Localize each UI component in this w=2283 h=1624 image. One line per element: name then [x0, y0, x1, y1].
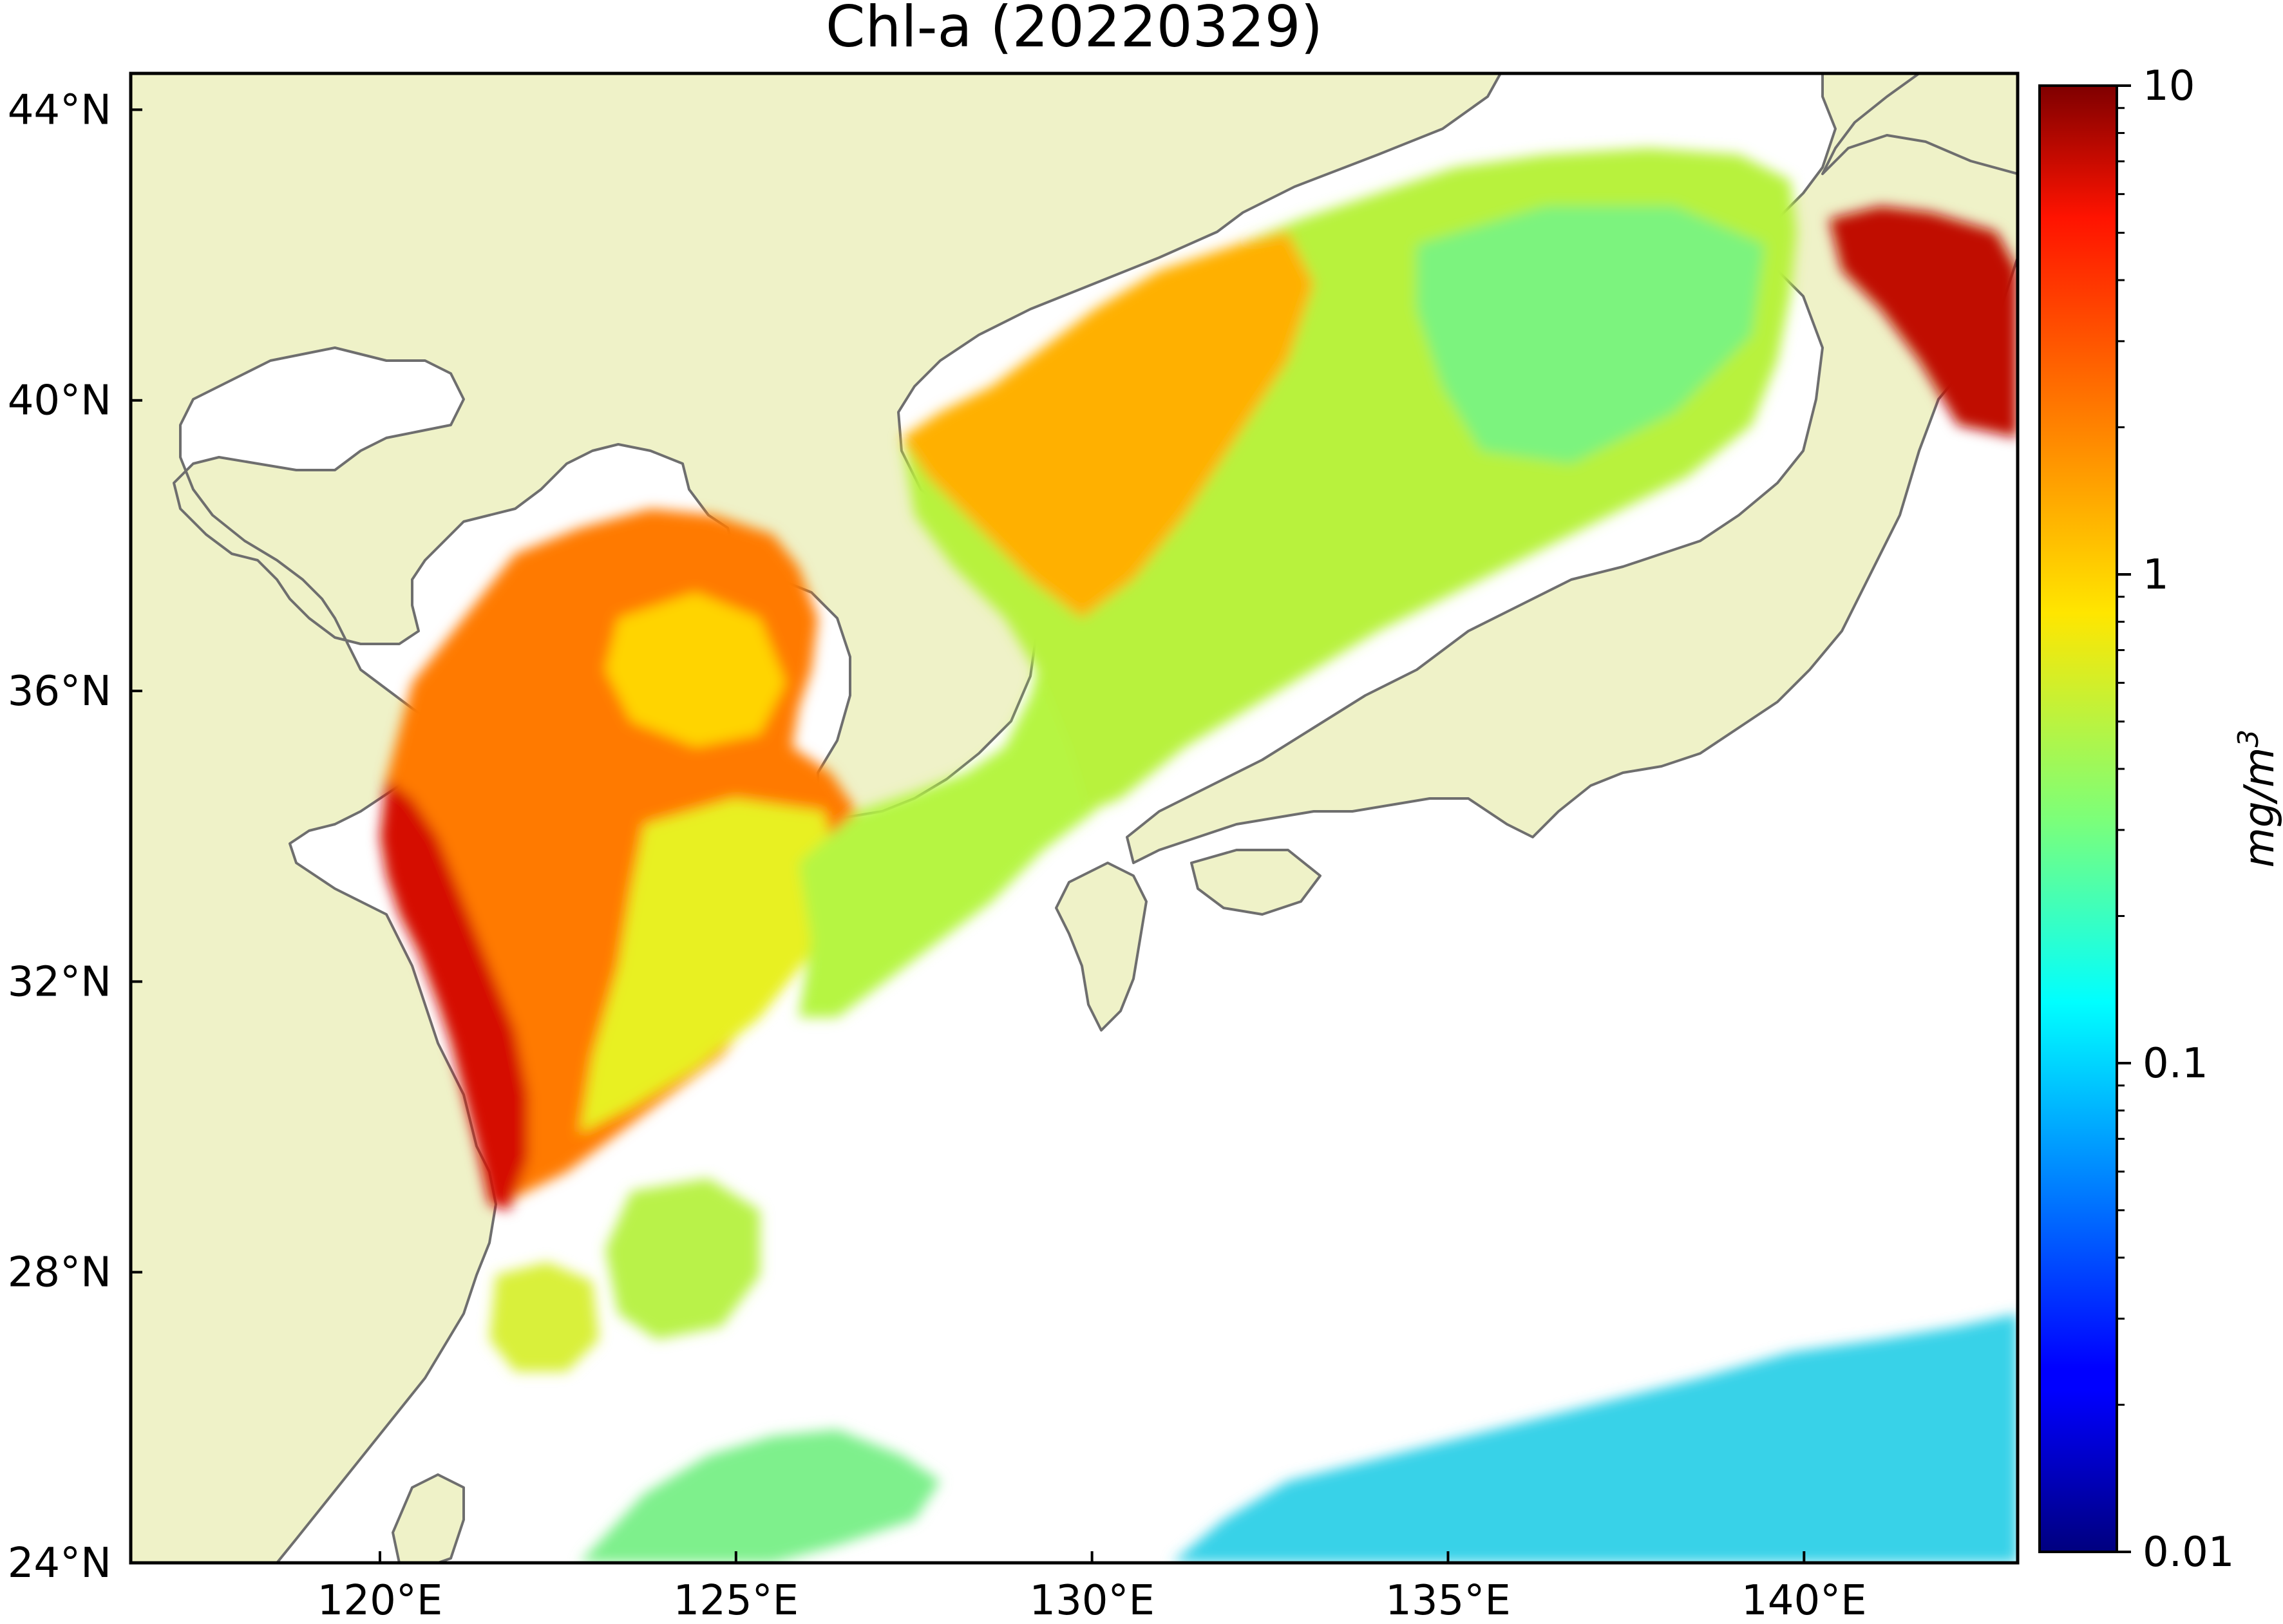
- lat-tick-label: 24°N: [8, 1540, 111, 1587]
- chl-japan-sea-center-green: [1417, 206, 1765, 464]
- map-frame: [129, 71, 2020, 1565]
- chl-russian-coast: [1829, 206, 2018, 438]
- colorbar-tick-label: 1: [2143, 551, 2169, 599]
- japan-hokkaido: [1821, 73, 2018, 175]
- chl-east-china-patch: [489, 1262, 599, 1372]
- map-panel: [131, 73, 2018, 1563]
- lon-tick-label: 130°E: [1029, 1577, 1155, 1624]
- japan-kyushu: [1055, 862, 1148, 1032]
- longitude-axis: 120°E 125°E 130°E 135°E 140°E: [317, 1551, 1867, 1624]
- lat-tick-label: 36°N: [8, 668, 111, 715]
- colorbar: 10 1 0.1 0.01 mg/m3: [2038, 62, 2283, 1576]
- lat-tick-label: 32°N: [8, 958, 111, 1006]
- colorbar-gradient: [2040, 86, 2117, 1552]
- lon-tick-label: 135°E: [1385, 1577, 1511, 1624]
- colorbar-tick-label: 0.1: [2143, 1040, 2208, 1088]
- colorbar-ticks: 10 1 0.1 0.01: [2117, 62, 2235, 1576]
- lat-tick-label: 40°N: [8, 377, 111, 425]
- chl-korea-strait: [799, 644, 1108, 1017]
- map-title: Chl-a (20220329): [826, 0, 1323, 60]
- japan-honshu-north: [1126, 73, 2018, 864]
- colorbar-tick-label: 0.01: [2143, 1529, 2235, 1576]
- lon-tick-label: 120°E: [317, 1577, 443, 1624]
- chl-yellow-center: [605, 592, 786, 747]
- taiwan: [392, 1473, 465, 1563]
- lat-tick-label: 44°N: [8, 86, 111, 134]
- japan-shikoku: [1190, 849, 1321, 916]
- land-layer: [131, 73, 2018, 1563]
- chl-japan-sea-orange: [902, 232, 1314, 618]
- lon-tick-label: 125°E: [674, 1577, 799, 1624]
- latitude-axis: 44°N 40°N 36°N 32°N 28°N 24°N: [8, 86, 142, 1587]
- chl-east-china-patch-2: [605, 1178, 760, 1339]
- chl-ecs-yellow: [580, 798, 837, 1133]
- chl-coastal-high: [380, 779, 528, 1211]
- asian-mainland: [131, 73, 1502, 1563]
- colorbar-tick-label: 10: [2143, 62, 2195, 110]
- chl-ryukyu-green: [580, 1430, 940, 1563]
- colorbar-unit-label: mg/m3: [2232, 730, 2283, 868]
- chl-pacific-low: [1172, 1314, 2018, 1563]
- lat-tick-label: 28°N: [8, 1249, 111, 1297]
- chlorophyll-field: [380, 148, 2018, 1563]
- lon-tick-label: 140°E: [1741, 1577, 1867, 1624]
- colorbar-frame: [2038, 84, 2118, 1553]
